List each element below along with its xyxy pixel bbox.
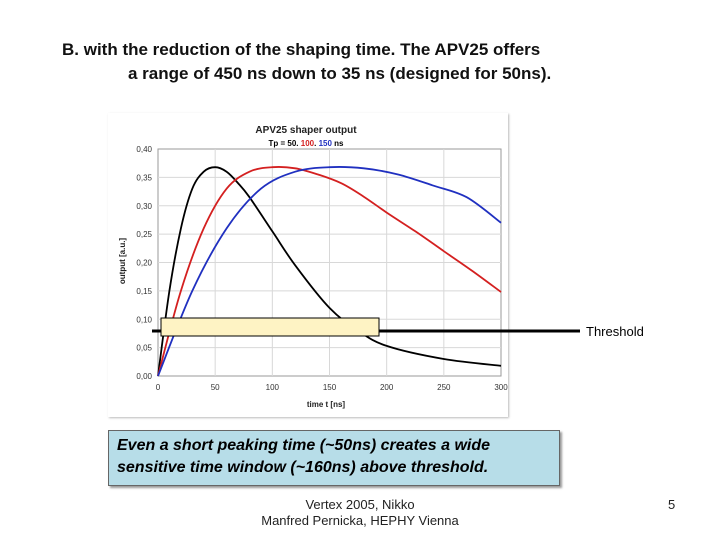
x-tick-label: 200 xyxy=(380,383,394,392)
subtitle-prefix: Tp = xyxy=(269,139,288,148)
x-tick-label: 100 xyxy=(266,383,280,392)
footer-line-1: Vertex 2005, Nikko xyxy=(305,497,415,512)
x-tick-label: 250 xyxy=(437,383,451,392)
footer-line-2: Manfred Pernicka, HEPHY Vienna xyxy=(261,513,459,529)
heading-line-1: B. with the reduction of the shaping tim… xyxy=(62,40,541,59)
heading-line-2: a range of 450 ns down to 35 ns (designe… xyxy=(128,63,552,83)
x-axis-label: time t [ns] xyxy=(307,400,346,409)
x-tick-label: 300 xyxy=(494,383,508,392)
y-tick-label: 0,40 xyxy=(136,145,152,154)
y-tick-label: 0,30 xyxy=(136,202,152,211)
note-line-1: Even a short peaking time (~50ns) create… xyxy=(117,437,491,454)
chart-series xyxy=(157,166,502,377)
y-tick-label: 0,00 xyxy=(136,372,152,381)
chart-ticks: 0,00 0,05 0,10 0,15 0,20 0,25 0,30 0,35 0,40 0 50 1… xyxy=(136,145,508,392)
page-number: 5 xyxy=(668,497,676,512)
series-line-tp-100 xyxy=(157,166,502,377)
chart-title: APV25 shaper output xyxy=(255,125,357,136)
subtitle-part-4: 150 xyxy=(319,139,333,148)
y-tick-label: 0,35 xyxy=(136,173,152,182)
note-line-2: sensitive time window (~160ns) above thr… xyxy=(117,459,489,477)
chart-container: APV25 shaper output Tp = 50. 100. 150 ns… xyxy=(108,113,508,417)
chart-subtitle: Tp = 50. 100. 150 ns xyxy=(269,139,345,148)
note-box: Even a short peaking time (~50ns) create… xyxy=(108,430,560,486)
x-tick-label: 150 xyxy=(323,383,337,392)
subtitle-part-5: ns xyxy=(332,139,344,148)
series-line-tp-50 xyxy=(157,166,502,377)
subtitle-part-1: . xyxy=(296,139,300,148)
threshold-label: Threshold xyxy=(586,324,644,339)
subtitle-part-3: . xyxy=(314,139,318,148)
y-tick-label: 0,20 xyxy=(136,259,152,268)
y-tick-label: 0,15 xyxy=(136,287,152,296)
y-axis-label: output [a.u.] xyxy=(118,238,127,285)
y-tick-label: 0,05 xyxy=(136,344,152,353)
subtitle-part-2: 100 xyxy=(301,139,315,148)
y-tick-label: 0,10 xyxy=(136,315,152,324)
subtitle-part-0: 50 xyxy=(287,139,296,148)
slide-heading: B. with the reduction of the shaping tim… xyxy=(62,38,662,86)
x-tick-label: 0 xyxy=(156,383,161,392)
y-tick-label: 0,25 xyxy=(136,230,152,239)
footer: Vertex 2005, Nikko Manfred Pernicka, HEP… xyxy=(230,497,490,530)
series-line-tp-150 xyxy=(157,166,502,377)
x-tick-label: 50 xyxy=(211,383,220,392)
shaper-output-chart: APV25 shaper output Tp = 50. 100. 150 ns… xyxy=(118,125,508,409)
chart-grid xyxy=(157,148,502,377)
